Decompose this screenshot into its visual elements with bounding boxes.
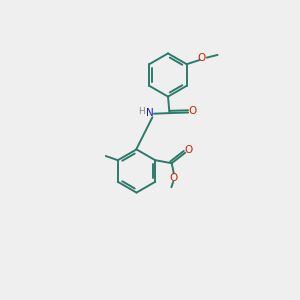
- Text: N: N: [146, 108, 153, 118]
- Text: O: O: [189, 106, 197, 116]
- Text: O: O: [198, 53, 206, 63]
- Text: H: H: [138, 107, 145, 116]
- Text: O: O: [185, 145, 193, 155]
- Text: O: O: [169, 173, 178, 183]
